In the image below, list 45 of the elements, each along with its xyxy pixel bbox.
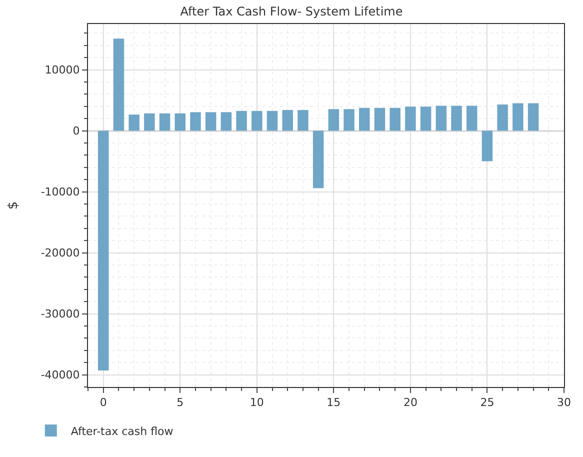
bar xyxy=(312,130,324,188)
x-tick-label: 25 xyxy=(480,396,494,410)
bar xyxy=(528,103,539,131)
x-tick-label: 10 xyxy=(250,396,264,410)
bar xyxy=(451,106,462,131)
bar xyxy=(159,113,170,131)
bar xyxy=(359,108,370,131)
y-tick-label: -10000 xyxy=(40,186,80,199)
bar xyxy=(128,114,140,131)
bar xyxy=(405,106,416,131)
y-tick-label: -30000 xyxy=(40,308,80,321)
bar xyxy=(113,38,124,131)
y-axis-title: $ xyxy=(6,201,21,210)
bar xyxy=(98,130,109,371)
bar xyxy=(236,110,247,131)
bar xyxy=(205,112,216,131)
bar xyxy=(420,106,432,131)
bar xyxy=(390,108,400,131)
bar xyxy=(374,108,386,131)
bar xyxy=(174,113,186,131)
chart-title: After Tax Cash Flow- System Lifetime xyxy=(180,4,403,18)
x-tick-label: 20 xyxy=(403,396,418,410)
bar xyxy=(190,112,201,131)
x-tick-label: 0 xyxy=(100,396,107,410)
y-tick-label: 10000 xyxy=(44,64,80,77)
bar xyxy=(266,110,278,131)
y-tick-label: 0 xyxy=(72,124,80,138)
bar xyxy=(482,130,493,162)
bar xyxy=(282,110,293,131)
x-tick-label: 5 xyxy=(176,396,184,410)
bar xyxy=(252,110,262,131)
legend-label: After-tax cash flow xyxy=(70,424,174,438)
bar xyxy=(144,113,155,131)
bar xyxy=(466,106,478,131)
x-tick-label: 15 xyxy=(326,396,341,410)
bar xyxy=(344,109,354,131)
bar xyxy=(298,110,308,131)
y-tick-label: -40000 xyxy=(40,368,80,382)
bar xyxy=(497,104,508,131)
y-tick-label: -20000 xyxy=(40,246,80,260)
bar xyxy=(512,103,524,131)
bar xyxy=(436,106,447,131)
bar xyxy=(220,112,232,131)
x-tick-label: 30 xyxy=(557,396,571,410)
bar xyxy=(328,109,340,131)
